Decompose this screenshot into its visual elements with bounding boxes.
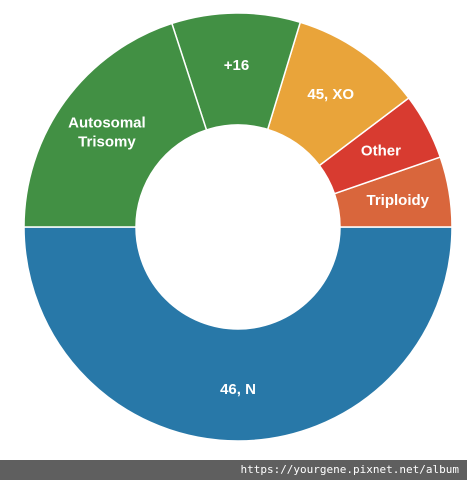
slice-label-45-xo: 45, XO xyxy=(307,86,354,103)
donut-chart-svg: 46, N Triploidy Other 45, XO +16 Autosomal Tri… xyxy=(23,12,453,442)
watermark-bar: https://yourgene.pixnet.net/album xyxy=(0,460,467,480)
slice-label-other: Other xyxy=(361,143,401,160)
slice-label-16: +16 xyxy=(224,57,249,74)
slice-label-46-n: 46, N xyxy=(220,381,256,398)
donut-slice-autosomal-trisomy xyxy=(23,22,208,228)
donut-chart: 46, N Triploidy Other 45, XO +16 Autosomal Tri… xyxy=(23,12,453,442)
donut-slice-46-n xyxy=(23,226,453,442)
slice-label-autosomal-trisomy: Autosomal Trisomy xyxy=(68,114,146,150)
slice-label-triploidy: Triploidy xyxy=(367,192,430,209)
watermark-text: https://yourgene.pixnet.net/album xyxy=(240,463,459,476)
